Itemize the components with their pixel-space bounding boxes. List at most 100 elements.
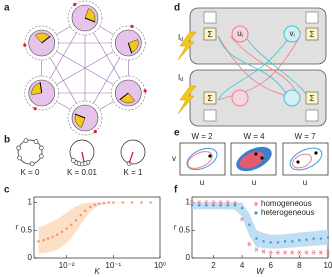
y-tick-label: 0.5 <box>21 225 33 234</box>
orbit <box>289 147 323 171</box>
data-point <box>121 201 125 204</box>
input-label: Id <box>178 33 183 43</box>
data-point <box>56 233 59 236</box>
data-point <box>218 200 223 205</box>
panel-e-title: W = 7 <box>294 132 316 141</box>
axis-label: u <box>252 178 256 187</box>
data-point <box>70 223 73 226</box>
data-point <box>233 204 237 207</box>
data-point <box>261 248 266 254</box>
orbit <box>239 151 265 169</box>
coupling-label: K = 0.01 <box>67 168 98 177</box>
data-point <box>226 204 229 207</box>
data-point <box>205 204 208 207</box>
data-point <box>190 204 194 207</box>
data-point <box>158 201 162 204</box>
sum-box <box>305 27 319 41</box>
panel-label: f <box>174 185 178 196</box>
panel-label: d <box>174 3 180 14</box>
data-point <box>60 230 64 234</box>
data-point <box>269 241 272 244</box>
data-point <box>37 240 40 243</box>
data-point <box>46 237 50 240</box>
data-point <box>325 250 331 255</box>
phase-marker <box>130 24 134 29</box>
phase-marker <box>73 2 77 7</box>
input-main: I <box>178 73 180 82</box>
data-point <box>79 214 82 217</box>
sum-symbol: Σ <box>208 94 213 103</box>
v-node <box>283 89 301 107</box>
input-bolt <box>177 85 197 115</box>
sum-symbol: Σ <box>310 94 315 103</box>
data-point <box>74 219 78 222</box>
panel-d-diagram: ui vi Σ Σ Σ Σ Id Id <box>177 7 327 127</box>
phase-dot <box>29 161 35 167</box>
data-point <box>318 250 324 255</box>
legend-label: homogeneous <box>261 199 312 208</box>
data-point <box>65 227 68 230</box>
phase-dot <box>17 155 22 161</box>
gain-box <box>203 109 217 122</box>
data-point <box>268 250 273 255</box>
phase-needle <box>39 82 43 94</box>
data-point <box>42 239 45 242</box>
data-point <box>219 204 222 207</box>
axis-label: u <box>200 178 204 187</box>
data-point <box>290 250 295 255</box>
sum-box <box>203 91 217 105</box>
phase-dot <box>16 145 22 151</box>
data-point <box>275 250 281 255</box>
panel-label: b <box>4 135 10 146</box>
data-point <box>262 240 265 243</box>
sum-box <box>203 27 217 41</box>
legend-marker <box>254 211 258 215</box>
plot-frame <box>191 196 329 259</box>
orbit <box>292 153 312 169</box>
data-point <box>239 216 245 222</box>
x-tick-label: 10⁻² <box>59 261 75 270</box>
data-point <box>319 237 323 240</box>
panel-label: e <box>174 128 180 139</box>
y-axis-label: r <box>174 223 177 232</box>
data-point <box>312 237 315 240</box>
data-point <box>189 200 195 205</box>
gain-box <box>203 11 217 24</box>
x-tick-label: 2 <box>211 261 216 270</box>
sum-box <box>305 91 319 105</box>
data-point <box>282 250 288 255</box>
input-main: I <box>178 33 180 42</box>
node-label: vi <box>289 29 294 39</box>
node-sub: i <box>242 33 243 39</box>
confidence-band <box>38 202 160 254</box>
confidence-band <box>192 202 328 249</box>
phase-needle <box>119 92 129 101</box>
x-tick-label: 4 <box>240 261 245 270</box>
data-point <box>326 236 330 239</box>
data-point <box>196 200 202 205</box>
legend-marker <box>254 201 258 207</box>
input-sub: d <box>180 77 183 83</box>
phase-dot <box>38 145 44 151</box>
input-bolt <box>177 31 197 61</box>
phase-marker <box>23 43 27 47</box>
input-sub: d <box>180 37 183 43</box>
x-axis-label: W <box>256 267 265 276</box>
sum-symbol: Σ <box>208 30 213 39</box>
node-label: ui <box>237 29 243 39</box>
data-point <box>254 247 259 253</box>
data-point <box>248 223 251 226</box>
data-point <box>247 241 252 247</box>
data-point <box>130 201 134 204</box>
data-point <box>51 235 54 239</box>
data-point <box>311 250 316 255</box>
plot-frame <box>33 196 161 259</box>
state-dot <box>260 156 264 160</box>
data-point <box>255 237 258 240</box>
x-tick-label: 6 <box>269 261 274 270</box>
data-point <box>211 200 216 205</box>
data-point <box>197 204 201 207</box>
gain-box <box>305 109 319 122</box>
